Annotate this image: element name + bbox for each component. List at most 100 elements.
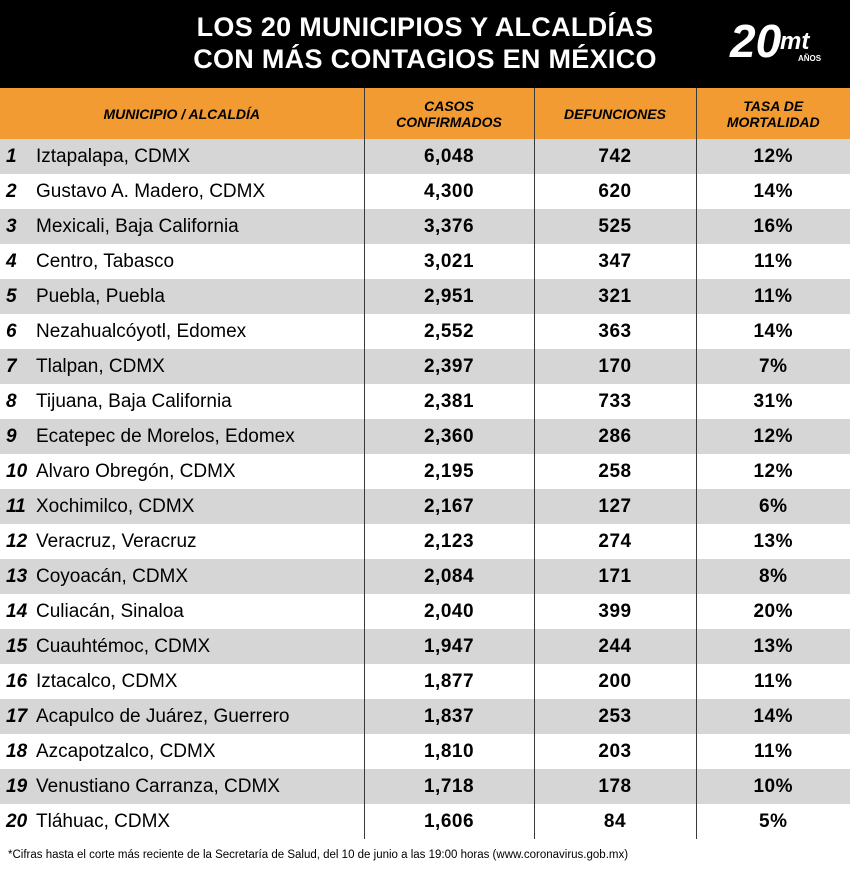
municipio-name: Coyoacán, CDMX xyxy=(36,565,189,587)
cell-tasa: 11% xyxy=(695,734,850,769)
municipio-name: Mexicali, Baja California xyxy=(36,215,239,237)
table-row: 5 Puebla, Puebla 2,951 321 11% xyxy=(0,279,850,314)
cell-municipio: 6 Nezahualcóyotl, Edomex xyxy=(0,314,364,349)
municipio-name: Centro, Tabasco xyxy=(36,250,175,272)
cell-defunciones: 178 xyxy=(533,769,696,804)
footnote: *Cifras hasta el corte más reciente de l… xyxy=(8,849,629,861)
municipio-name: Veracruz, Veracruz xyxy=(36,530,197,552)
table-row: 7 Tlalpan, CDMX 2,397 170 7% xyxy=(0,349,850,384)
cell-tasa: 11% xyxy=(695,279,850,314)
municipio-name: Acapulco de Juárez, Guerrero xyxy=(36,705,290,727)
municipio-name: Azcapotzalco, CDMX xyxy=(36,740,216,762)
data-table: MUNICIPIO / ALCALDÍA CASOS CONFIRMADOS D… xyxy=(0,88,850,839)
cell-municipio: 20 Tláhuac, CDMX xyxy=(0,804,364,839)
cell-municipio: 10 Alvaro Obregón, CDMX xyxy=(0,454,364,489)
cell-municipio: 9 Ecatepec de Morelos, Edomex xyxy=(0,419,364,454)
rank-number: 20 xyxy=(6,810,28,832)
cell-tasa: 8% xyxy=(695,559,850,594)
rank-number: 13 xyxy=(6,565,28,587)
municipio-name: Gustavo A. Madero, CDMX xyxy=(36,180,266,202)
rank-number: 4 xyxy=(6,250,17,272)
cell-defunciones: 170 xyxy=(533,349,696,384)
cell-municipio: 11 Xochimilco, CDMX xyxy=(0,489,364,524)
cell-casos: 3,376 xyxy=(363,209,534,244)
cell-tasa: 11% xyxy=(695,664,850,699)
cell-defunciones: 200 xyxy=(533,664,696,699)
cell-defunciones: 244 xyxy=(533,629,696,664)
cell-municipio: 15 Cuauhtémoc, CDMX xyxy=(0,629,364,664)
table-row: 9 Ecatepec de Morelos, Edomex 2,360 286 12% xyxy=(0,419,850,454)
table-row: 1 Iztapalapa, CDMX 6,048 742 12% xyxy=(0,139,850,174)
table-row: 15 Cuauhtémoc, CDMX 1,947 244 13% xyxy=(0,629,850,664)
cell-tasa: 13% xyxy=(695,524,850,559)
table-row: 10 Alvaro Obregón, CDMX 2,195 258 12% xyxy=(0,454,850,489)
table-row: 6 Nezahualcóyotl, Edomex 2,552 363 14% xyxy=(0,314,850,349)
table-row: 12 Veracruz, Veracruz 2,123 274 13% xyxy=(0,524,850,559)
rank-number: 10 xyxy=(6,460,28,482)
cell-casos: 1,877 xyxy=(363,664,534,699)
rank-number: 2 xyxy=(6,180,17,202)
cell-defunciones: 84 xyxy=(533,804,696,839)
cell-defunciones: 286 xyxy=(533,419,696,454)
table-row: 17 Acapulco de Juárez, Guerrero 1,837 253 14… xyxy=(0,699,850,734)
cell-tasa: 11% xyxy=(695,244,850,279)
logo-years: AÑOS xyxy=(798,54,822,63)
table-row: 13 Coyoacán, CDMX 2,084 171 8% xyxy=(0,559,850,594)
rank-number: 16 xyxy=(6,670,28,692)
cell-casos: 2,195 xyxy=(363,454,534,489)
municipio-name: Xochimilco, CDMX xyxy=(36,495,195,517)
title-line-2: CON MÁS CONTAGIOS EN MÉXICO xyxy=(193,44,657,74)
table-row: 11 Xochimilco, CDMX 2,167 127 6% xyxy=(0,489,850,524)
municipio-name: Culiacán, Sinaloa xyxy=(36,600,184,622)
cell-municipio: 17 Acapulco de Juárez, Guerrero xyxy=(0,699,364,734)
cell-municipio: 16 Iztacalco, CDMX xyxy=(0,664,364,699)
municipio-name: Iztapalapa, CDMX xyxy=(36,145,191,167)
municipio-name: Tlalpan, CDMX xyxy=(36,355,165,377)
rank-number: 8 xyxy=(6,390,17,412)
cell-municipio: 18 Azcapotzalco, CDMX xyxy=(0,734,364,769)
table-row: 3 Mexicali, Baja California 3,376 525 16% xyxy=(0,209,850,244)
cell-defunciones: 733 xyxy=(533,384,696,419)
table-row: 16 Iztacalco, CDMX 1,877 200 11% xyxy=(0,664,850,699)
cell-municipio: 14 Culiacán, Sinaloa xyxy=(0,594,364,629)
cell-casos: 6,048 xyxy=(363,139,534,174)
cell-defunciones: 347 xyxy=(533,244,696,279)
cell-tasa: 13% xyxy=(695,629,850,664)
cell-tasa: 6% xyxy=(695,489,850,524)
cell-municipio: 2 Gustavo A. Madero, CDMX xyxy=(0,174,364,209)
municipio-name: Alvaro Obregón, CDMX xyxy=(36,460,236,482)
municipio-name: Puebla, Puebla xyxy=(36,285,165,307)
cell-defunciones: 274 xyxy=(533,524,696,559)
cell-casos: 2,552 xyxy=(363,314,534,349)
cell-municipio: 7 Tlalpan, CDMX xyxy=(0,349,364,384)
cell-tasa: 12% xyxy=(695,454,850,489)
cell-defunciones: 363 xyxy=(533,314,696,349)
cell-tasa: 7% xyxy=(695,349,850,384)
municipio-name: Tláhuac, CDMX xyxy=(36,810,171,832)
table-row: 19 Venustiano Carranza, CDMX 1,718 178 10% xyxy=(0,769,850,804)
cell-tasa: 12% xyxy=(695,419,850,454)
logo-number: 20 xyxy=(730,15,782,67)
cell-casos: 2,040 xyxy=(363,594,534,629)
column-header-casos: CASOS CONFIRMADOS xyxy=(363,88,534,139)
cell-casos: 2,167 xyxy=(363,489,534,524)
rank-number: 18 xyxy=(6,740,28,762)
cell-defunciones: 620 xyxy=(533,174,696,209)
cell-municipio: 12 Veracruz, Veracruz xyxy=(0,524,364,559)
cell-casos: 1,810 xyxy=(363,734,534,769)
table-body: 1 Iztapalapa, CDMX 6,048 742 12% 2 Gustavo A. … xyxy=(0,139,850,839)
rank-number: 7 xyxy=(6,355,17,377)
cell-casos: 1,947 xyxy=(363,629,534,664)
cell-municipio: 13 Coyoacán, CDMX xyxy=(0,559,364,594)
cell-municipio: 4 Centro, Tabasco xyxy=(0,244,364,279)
cell-casos: 2,951 xyxy=(363,279,534,314)
rank-number: 14 xyxy=(6,600,28,622)
rank-number: 12 xyxy=(6,530,28,552)
rank-number: 6 xyxy=(6,320,17,342)
cell-municipio: 19 Venustiano Carranza, CDMX xyxy=(0,769,364,804)
cell-casos: 1,718 xyxy=(363,769,534,804)
cell-tasa: 5% xyxy=(695,804,850,839)
cell-defunciones: 171 xyxy=(533,559,696,594)
rank-number: 5 xyxy=(6,285,17,307)
cell-tasa: 14% xyxy=(695,174,850,209)
